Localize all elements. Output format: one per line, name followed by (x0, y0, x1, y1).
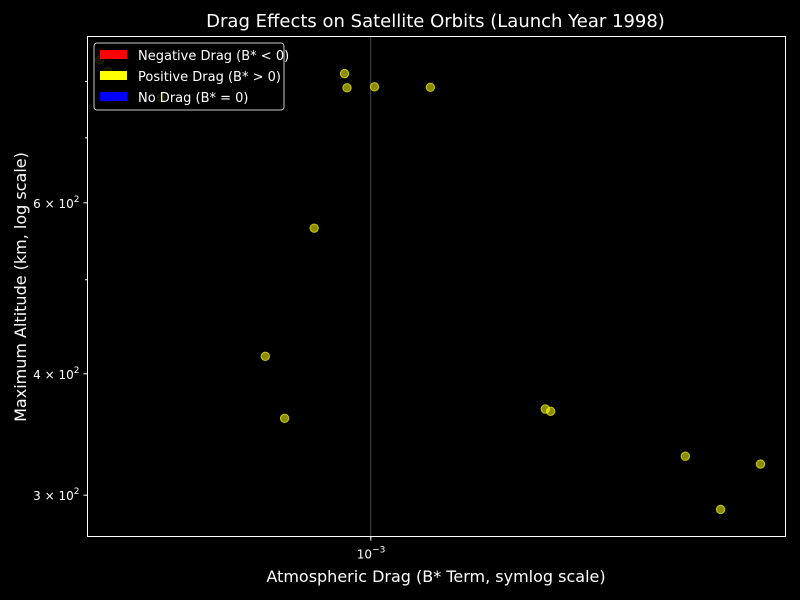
data-point (279, 413, 290, 423)
x-axis-label: Atmospheric Drag (B* Term, symlog scale) (266, 567, 605, 586)
legend-label-none: No Drag (B* = 0) (138, 91, 249, 106)
y-tick-label-base: 3 × 10 (33, 489, 74, 503)
data-point (369, 82, 380, 92)
x-tick-label-exponent: −3 (372, 546, 385, 556)
data-point (425, 82, 436, 93)
y-tick-label: 6 × 102 (33, 195, 79, 211)
legend-swatch-none (100, 92, 127, 101)
y-tick-label-base: 6 × 10 (33, 197, 74, 211)
plot-frame (87, 36, 786, 537)
data-point (755, 459, 766, 469)
y-tick-label-exponent: 2 (74, 487, 80, 497)
legend-box (93, 42, 285, 111)
data-point (339, 68, 350, 79)
y-tick-label: 3 × 102 (33, 487, 79, 503)
data-points (95, 55, 766, 515)
data-point (309, 223, 319, 233)
x-tick-label-base: 10 (357, 548, 372, 562)
y-tick-label-base: 4 × 10 (33, 368, 74, 382)
y-tick-label: 4 × 102 (33, 366, 79, 382)
data-point (260, 351, 270, 361)
legend: Negative Drag (B* < 0) Positive Drag (B*… (93, 42, 289, 111)
legend-label-negative: Negative Drag (B* < 0) (138, 49, 289, 64)
legend-label-positive: Positive Drag (B* > 0) (138, 70, 281, 85)
x-tick-label: 10−3 (357, 546, 386, 562)
y-axis-label: Maximum Altitude (km, log scale) (11, 152, 30, 422)
data-point (715, 504, 726, 515)
data-point (342, 83, 352, 93)
y-tick-label-exponent: 2 (74, 195, 80, 205)
legend-swatch-negative (100, 50, 127, 59)
data-point (545, 406, 556, 416)
chart-title: Drag Effects on Satellite Orbits (Launch… (206, 11, 665, 32)
y-tick-label-exponent: 2 (74, 366, 80, 376)
legend-swatch-positive (100, 71, 127, 80)
data-point (680, 451, 691, 461)
